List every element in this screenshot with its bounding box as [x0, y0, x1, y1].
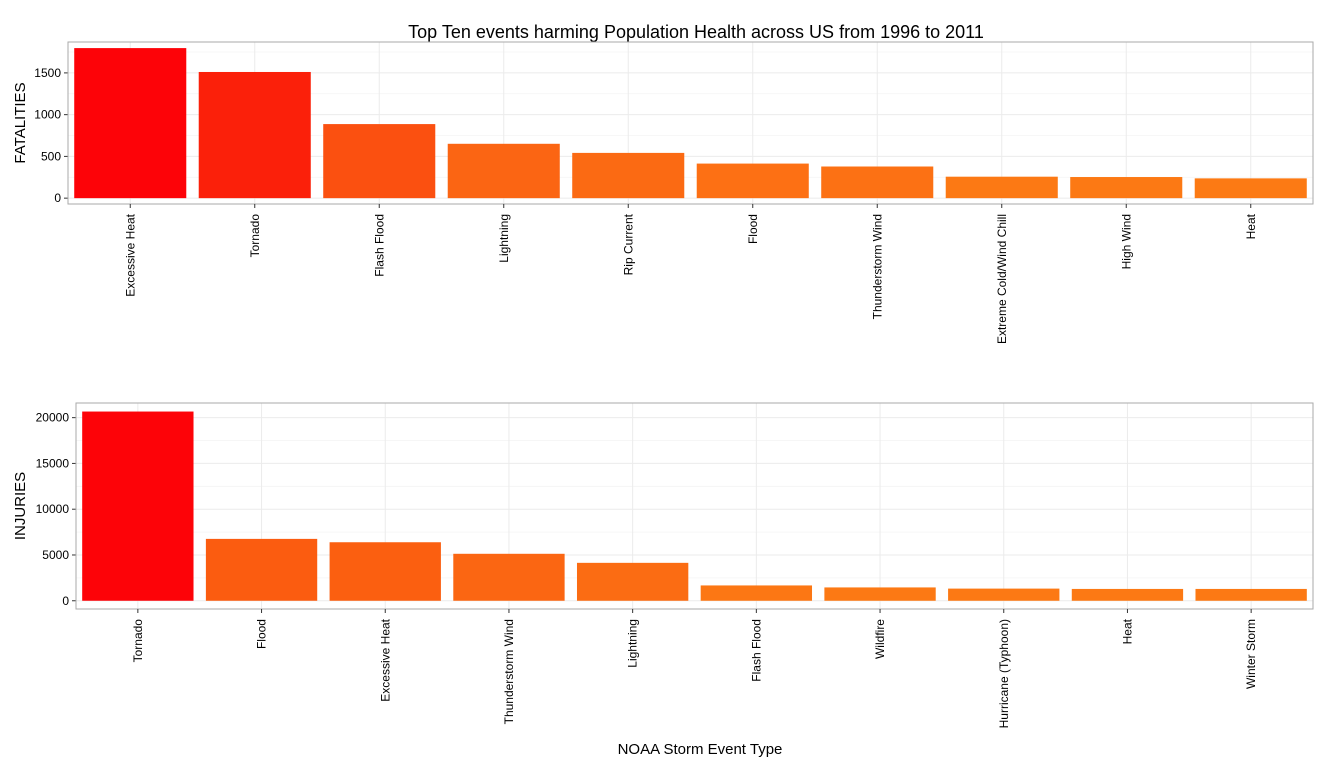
fatalities-panel: 0 500 1000 1500 Excessive Heat Tornado Flash F…: [12, 41, 1314, 344]
fatalities-x-tick-label: Rip Current: [621, 213, 635, 275]
fatalities-x-tick-label: Extreme Cold/Wind Chill: [995, 214, 1009, 344]
injuries-x-tick-label: Winter Storm: [1244, 619, 1258, 689]
fatalities-y-axis-title: FATALITIES: [12, 82, 29, 163]
injuries-x-tick-label: Tornado: [131, 619, 145, 663]
injuries-y-tick-label: 10000: [36, 502, 70, 516]
injuries-bar-8: [948, 588, 1060, 601]
fatalities-x-tick-label: Tornado: [248, 214, 262, 258]
chart-title: Top Ten events harming Population Health…: [408, 22, 984, 42]
injuries-y-tick-label: 0: [62, 594, 69, 608]
fatalities-bar-2: [198, 71, 311, 199]
injuries-panel-border: [75, 402, 1314, 610]
injuries-bar-1: [82, 411, 194, 601]
fatalities-bar-4: [447, 143, 560, 199]
fatalities-bar-10: [1194, 178, 1307, 199]
fatalities-x-tick-label: Lightning: [497, 214, 511, 263]
injuries-bar-5: [576, 562, 689, 601]
injuries-x-tick-label: Hurricane (Typhoon): [997, 619, 1011, 728]
fatalities-y-tick-label: 500: [41, 149, 61, 163]
injuries-x-tick-label: Wildfire: [873, 619, 887, 659]
fatalities-bar-1: [74, 48, 187, 199]
injuries-bar-4: [453, 553, 565, 601]
fatalities-x-tick-label: Heat: [1244, 213, 1258, 239]
fatalities-bar-8: [945, 176, 1058, 199]
injuries-y-tick-label: 5000: [42, 548, 69, 562]
fatalities-bar-9: [1070, 177, 1183, 199]
fatalities-x-tick-label: Flood: [746, 214, 760, 244]
injuries-panel: 0 5000 10000 15000 20000 Tornado Flood Excessiv…: [12, 402, 1314, 728]
injuries-bar-7: [824, 587, 936, 601]
injuries-y-axis-title: INJURIES: [12, 472, 29, 540]
injuries-bar-6: [700, 585, 813, 601]
injuries-x-tick-label: Heat: [1120, 618, 1134, 644]
fatalities-bar-6: [696, 163, 809, 199]
fatalities-bar-7: [821, 166, 934, 199]
injuries-x-tick-label: Excessive Heat: [378, 618, 392, 701]
fatalities-x-tick-label: High Wind: [1119, 214, 1133, 269]
injuries-y-tick-label: 20000: [36, 411, 70, 425]
injuries-x-tick-label: Lightning: [626, 619, 640, 668]
injuries-bar-3: [329, 542, 441, 601]
fatalities-x-tick-label: Flash Flood: [372, 214, 386, 277]
fatalities-y-tick-label: 0: [54, 191, 61, 205]
injuries-x-tick-label: Flash Flood: [749, 619, 763, 682]
x-axis-title: NOAA Storm Event Type: [618, 741, 783, 758]
injuries-y-tick-label: 15000: [36, 456, 70, 470]
injuries-x-tick-label: Thunderstorm Wind: [502, 619, 516, 724]
fatalities-bar-5: [572, 152, 685, 199]
fatalities-x-tick-label: Thunderstorm Wind: [870, 214, 884, 319]
fatalities-panel-border: [67, 41, 1314, 205]
fatalities-x-tick-label: Excessive Heat: [123, 213, 137, 296]
injuries-bar-2: [205, 538, 318, 601]
injuries-bar-10: [1195, 588, 1307, 601]
injuries-x-tick-label: Flood: [255, 619, 269, 649]
fatalities-y-tick-label: 1500: [34, 66, 61, 80]
fatalities-y-tick-label: 1000: [34, 108, 61, 122]
injuries-bar-9: [1071, 588, 1184, 601]
fatalities-bar-3: [323, 124, 436, 199]
